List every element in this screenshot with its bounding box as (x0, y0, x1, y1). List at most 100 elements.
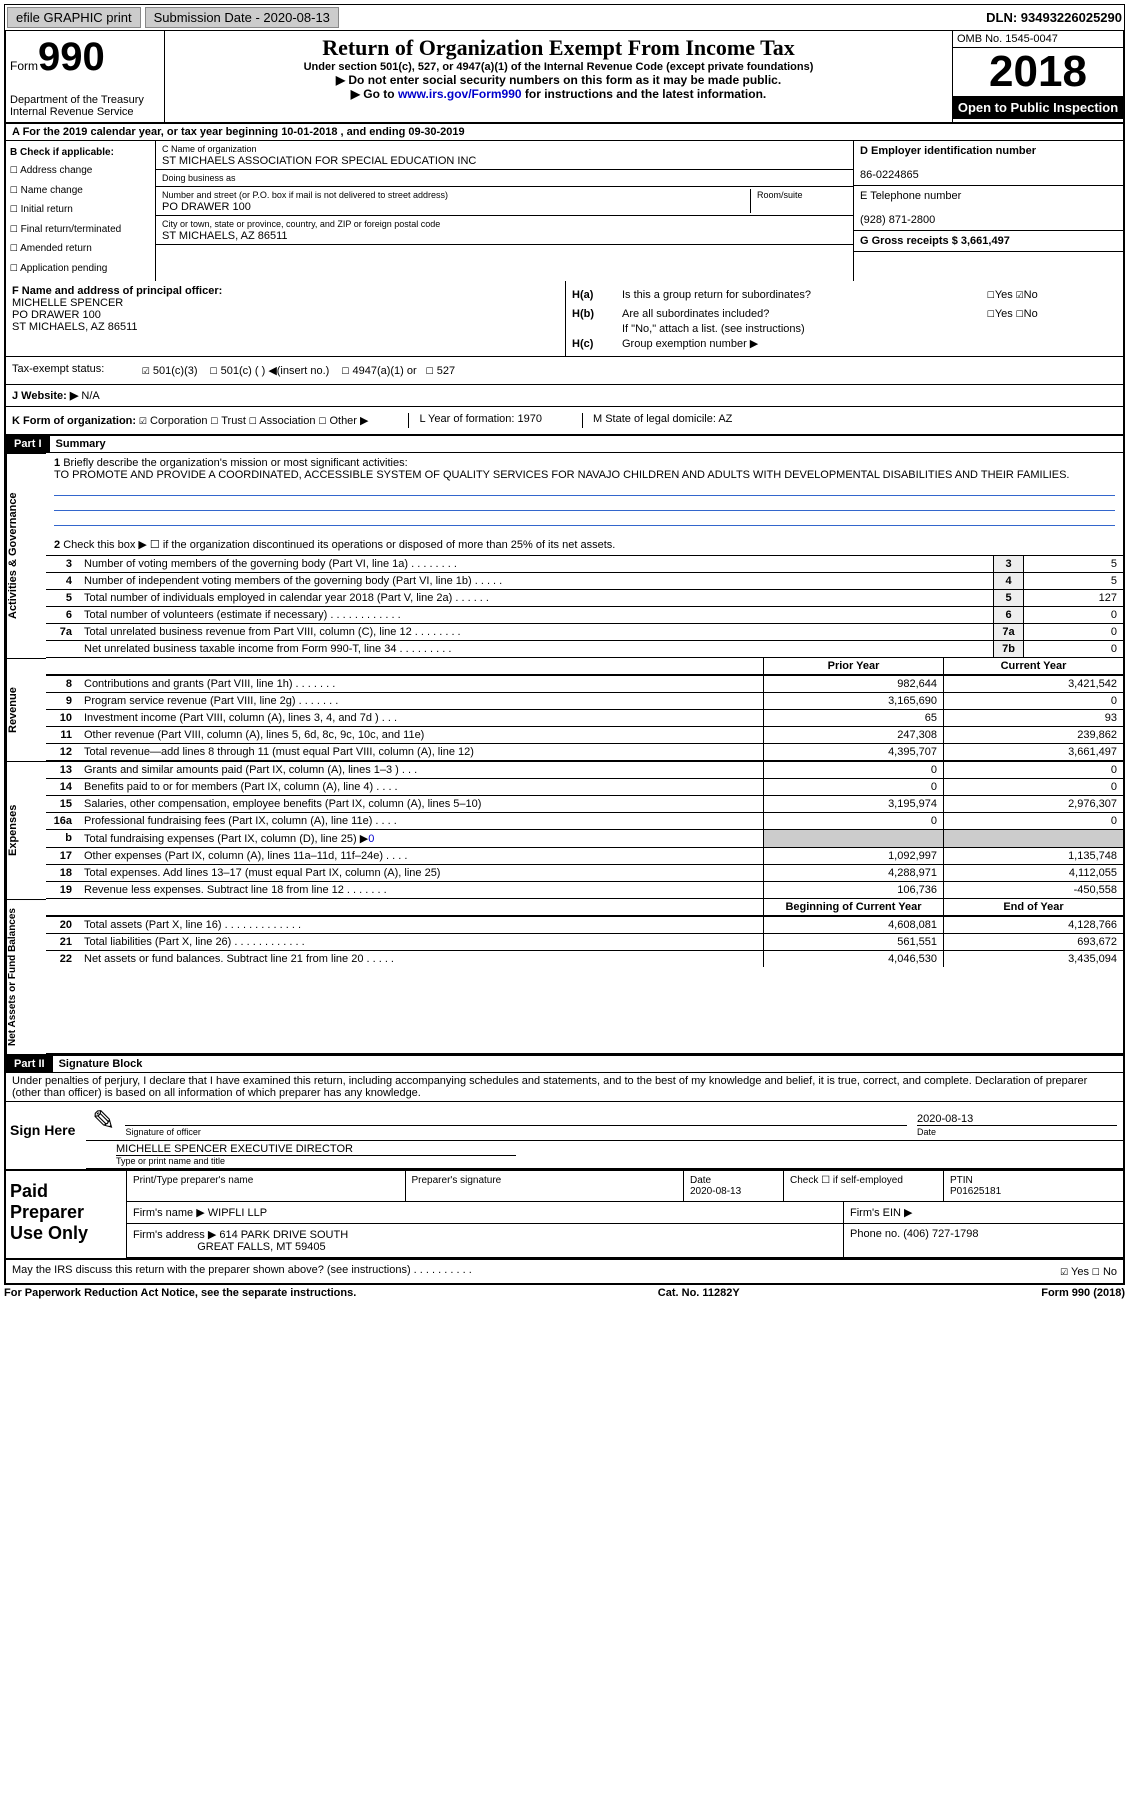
check-label: B Check if applicable: (10, 147, 114, 158)
f-label: F Name and address of principal officer: (12, 285, 222, 297)
table-row: 20Total assets (Part X, line 16) . . . .… (46, 916, 1123, 933)
hb-label: Are all subordinates included? (622, 308, 987, 320)
check-address[interactable] (10, 162, 18, 177)
hb-tag: H(b) (572, 308, 622, 320)
instr-2-post: for instructions and the latest informat… (522, 87, 767, 101)
preparer-block: Paid Preparer Use Only Print/Type prepar… (4, 1171, 1125, 1260)
type-label: Type or print name and title (116, 1156, 225, 1166)
footer-center: Cat. No. 11282Y (658, 1287, 740, 1299)
hb-no[interactable] (1016, 306, 1024, 321)
pen-icon: ✎ (92, 1104, 115, 1138)
revenue-vlabel: Revenue (6, 658, 46, 761)
discuss-label: May the IRS discuss this return with the… (12, 1264, 472, 1279)
hc-label: Group exemption number ▶ (622, 337, 987, 350)
firm-addr2: GREAT FALLS, MT 59405 (197, 1241, 325, 1253)
ha-tag: H(a) (572, 289, 622, 301)
tax-status-row: Tax-exempt status: 501(c)(3) 501(c) ( ) … (4, 357, 1125, 385)
form-title: Return of Organization Exempt From Incom… (169, 35, 948, 61)
netassets-vlabel: Net Assets or Fund Balances (6, 899, 46, 1054)
line1-label: Briefly describe the organization's miss… (63, 457, 407, 469)
governance-content: 1 Briefly describe the organization's mi… (46, 453, 1123, 658)
sign-date-label: Date (917, 1127, 936, 1137)
submission-date-button[interactable]: Submission Date - 2020-08-13 (145, 7, 339, 28)
efile-button[interactable]: efile GRAPHIC print (7, 7, 141, 28)
cb-corp[interactable] (139, 413, 147, 428)
hb-yes[interactable] (987, 306, 995, 321)
cb-assoc[interactable] (249, 413, 257, 428)
table-row: 13Grants and similar amounts paid (Part … (46, 761, 1123, 778)
omb-number: OMB No. 1545-0047 (953, 31, 1123, 48)
sign-date: 2020-08-13 (917, 1113, 1117, 1126)
self-employed-check: Check ☐ if self-employed (783, 1171, 943, 1201)
cb-527[interactable] (426, 363, 434, 378)
website-row: J Website: ▶ N/A (4, 385, 1125, 407)
expenses-vlabel: Expenses (6, 761, 46, 899)
revenue-content: Prior Year Current Year 8Contributions a… (46, 658, 1123, 761)
table-row: Net unrelated business taxable income fr… (46, 640, 1123, 657)
org-name-cell: C Name of organization ST MICHAELS ASSOC… (156, 141, 853, 170)
ptin-label: PTIN (950, 1175, 973, 1186)
part1-row: Part I Summary (4, 436, 1125, 453)
city: ST MICHAELS, AZ 86511 (162, 230, 288, 242)
entity-right: D Employer identification number 86-0224… (853, 141, 1123, 281)
addr-cell: Number and street (or P.O. box if mail i… (156, 187, 853, 216)
cb-501c3[interactable] (142, 363, 150, 378)
check-final[interactable] (10, 221, 18, 236)
line-b-label: Total fundraising expenses (Part IX, col… (84, 833, 368, 845)
header-left: Form990 Department of the Treasury Inter… (6, 31, 165, 122)
expenses-content: 13Grants and similar amounts paid (Part … (46, 761, 1123, 899)
table-row: 6Total number of volunteers (estimate if… (46, 606, 1123, 623)
cb-4947[interactable] (342, 363, 350, 378)
officer-name: MICHELLE SPENCER (12, 297, 123, 309)
ruled-line (54, 511, 1115, 526)
org-name: ST MICHAELS ASSOCIATION FOR SPECIAL EDUC… (162, 155, 476, 167)
expenses-area: Expenses 13Grants and similar amounts pa… (4, 761, 1125, 899)
check-name[interactable] (10, 182, 18, 197)
sig-officer-label: Signature of officer (125, 1127, 200, 1137)
ruled-line (54, 481, 1115, 496)
entity-section: B Check if applicable: Address change Na… (4, 141, 1125, 281)
check-applicable: B Check if applicable: Address change Na… (6, 141, 156, 281)
cb-trust[interactable] (211, 413, 219, 428)
table-row: 5Total number of individuals employed in… (46, 589, 1123, 606)
ha-no[interactable] (1016, 287, 1024, 302)
part2-title: Signature Block (53, 1058, 143, 1070)
city-cell: City or town, state or province, country… (156, 216, 853, 245)
discuss-yes[interactable] (1060, 1264, 1068, 1279)
hc-tag: H(c) (572, 338, 622, 350)
dln: DLN: 93493226025290 (986, 10, 1122, 25)
declaration: Under penalties of perjury, I declare th… (4, 1073, 1125, 1102)
prep-sig-label: Preparer's signature (405, 1171, 684, 1201)
check-pending[interactable] (10, 260, 18, 275)
ha-yes[interactable] (987, 287, 995, 302)
form990-link[interactable]: www.irs.gov/Form990 (398, 87, 522, 101)
ein: 86-0224865 (860, 169, 919, 181)
footer-left: For Paperwork Reduction Act Notice, see … (4, 1287, 356, 1299)
line-b-val[interactable]: 0 (368, 833, 374, 845)
table-row: 10Investment income (Part VIII, column (… (46, 709, 1123, 726)
header-center: Return of Organization Exempt From Incom… (165, 31, 952, 122)
discuss-no[interactable] (1092, 1264, 1100, 1279)
check-amended[interactable] (10, 240, 18, 255)
addr-label: Number and street (or P.O. box if mail i… (162, 190, 448, 200)
header-right: OMB No. 1545-0047 2018 Open to Public In… (952, 31, 1123, 122)
l-label: L Year of formation: 1970 (408, 413, 542, 428)
city-label: City or town, state or province, country… (162, 219, 440, 229)
part2-row: Part II Signature Block (4, 1056, 1125, 1073)
firm-name: WIPFLI LLP (208, 1207, 267, 1219)
instr-1: ▶ Do not enter social security numbers o… (169, 73, 948, 87)
check-initial[interactable] (10, 201, 18, 216)
form-subtitle: Under section 501(c), 527, or 4947(a)(1)… (169, 61, 948, 73)
cb-501c[interactable] (210, 363, 218, 378)
firm-addr1: 614 PARK DRIVE SOUTH (219, 1229, 348, 1241)
ptin: P01625181 (950, 1186, 1001, 1197)
g-label: G Gross receipts $ 3,661,497 (860, 235, 1010, 247)
instr-2: ▶ Go to www.irs.gov/Form990 for instruct… (169, 87, 948, 101)
officer-addr1: PO DRAWER 100 (12, 309, 101, 321)
tax-year: 2018 (953, 48, 1123, 96)
end-year-header: End of Year (943, 899, 1123, 915)
form-word: Form (10, 59, 38, 73)
table-row: 15Salaries, other compensation, employee… (46, 795, 1123, 812)
cb-other[interactable] (319, 413, 327, 428)
sign-block: Sign Here ✎ Signature of officer 2020-08… (4, 1102, 1125, 1171)
